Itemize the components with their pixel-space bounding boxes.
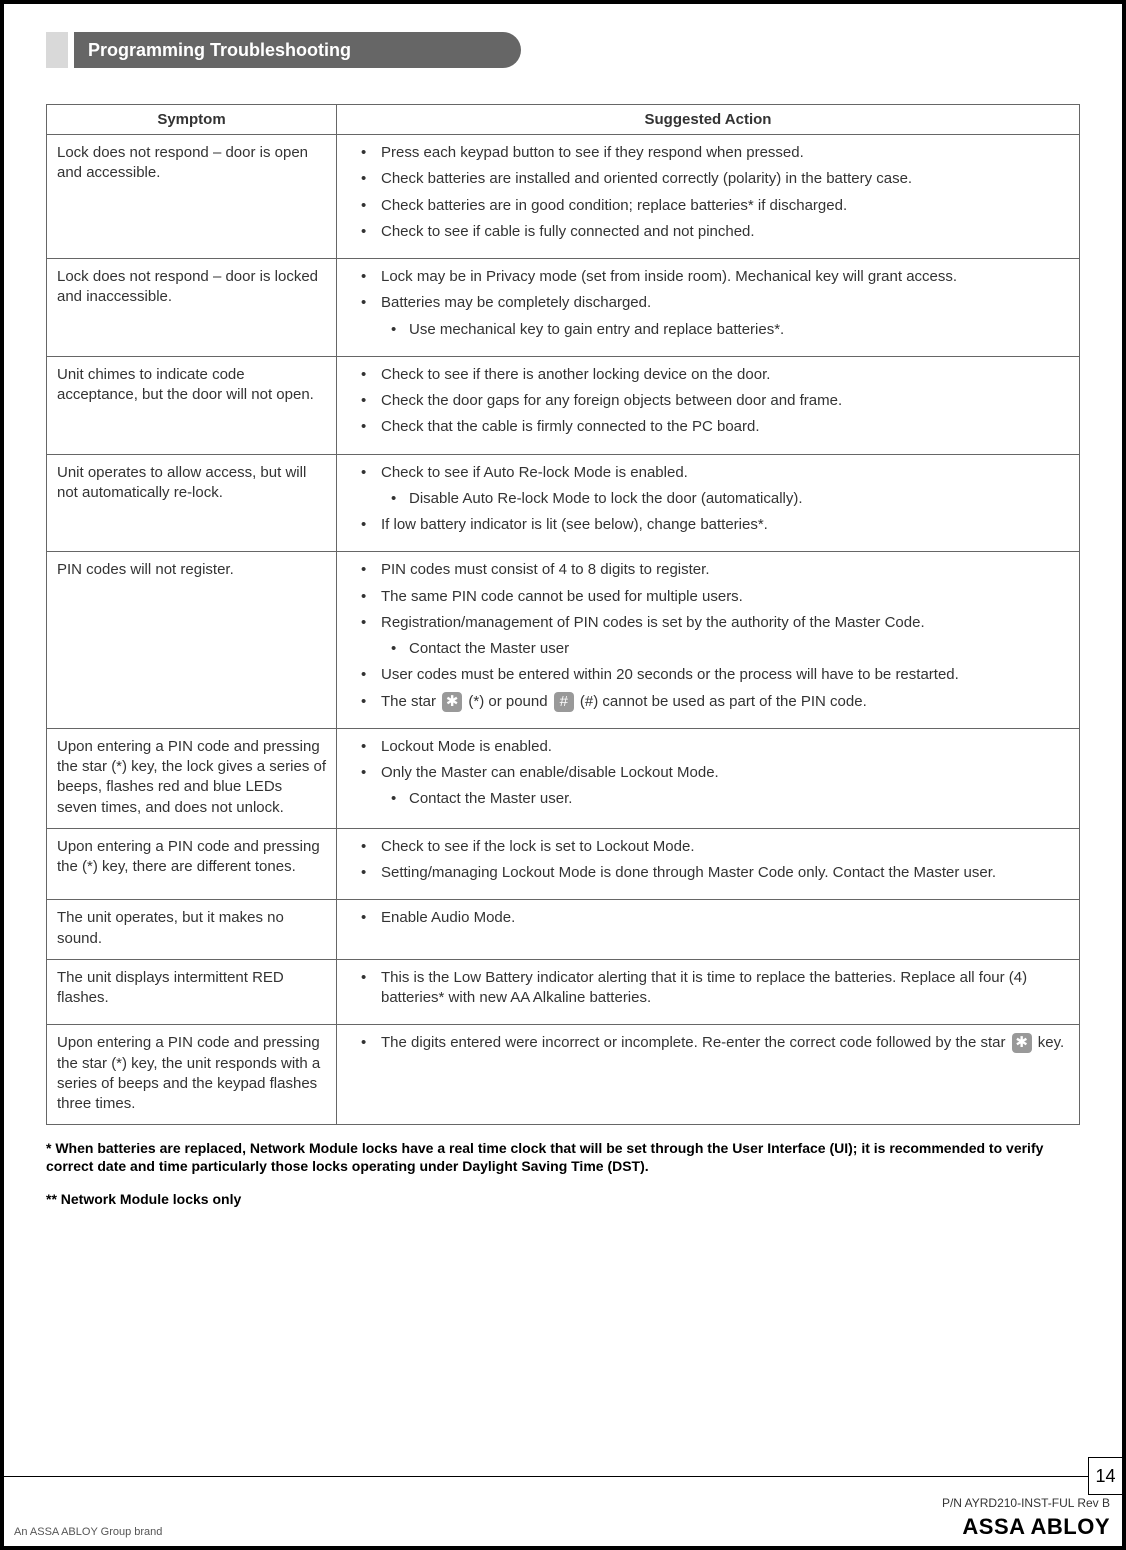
star-key-icon: ✱ (442, 692, 462, 712)
action-cell: Enable Audio Mode. (337, 900, 1080, 960)
section-header-tab (46, 32, 68, 68)
action-item: Lockout Mode is enabled. (347, 737, 1069, 757)
footer-brand: ASSA ABLOY (942, 1514, 1110, 1540)
footnotes: * When batteries are replaced, Network M… (46, 1139, 1080, 1208)
action-item: User codes must be entered within 20 sec… (347, 665, 1069, 685)
action-cell: Check to see if there is another locking… (337, 356, 1080, 454)
action-cell: Check to see if the lock is set to Locko… (337, 828, 1080, 900)
footnote-1: * When batteries are replaced, Network M… (46, 1139, 1080, 1175)
action-item: The digits entered were incorrect or inc… (347, 1033, 1069, 1053)
action-item: Disable Auto Re-lock Mode to lock the do… (347, 489, 1069, 509)
action-cell: The digits entered were incorrect or inc… (337, 1025, 1080, 1125)
footnote-2: ** Network Module locks only (46, 1190, 1080, 1208)
table-row: PIN codes will not register. PIN codes mu… (47, 552, 1080, 729)
table-row: Unit chimes to indicate code acceptance,… (47, 356, 1080, 454)
troubleshooting-table: Symptom Suggested Action Lock does not r… (46, 104, 1080, 1125)
action-item: Check that the cable is firmly connected… (347, 417, 1069, 437)
th-symptom: Symptom (47, 105, 337, 135)
symptom-cell: Upon entering a PIN code and pressing th… (47, 728, 337, 828)
action-item: Check the door gaps for any foreign obje… (347, 391, 1069, 411)
table-row: Lock does not respond – door is open and… (47, 135, 1080, 259)
symptom-cell: Unit operates to allow access, but will … (47, 454, 337, 552)
symptom-cell: The unit operates, but it makes no sound… (47, 900, 337, 960)
star-key-icon: ✱ (1012, 1033, 1032, 1053)
action-item: Setting/managing Lockout Mode is done th… (347, 863, 1069, 883)
action-item: If low battery indicator is lit (see bel… (347, 515, 1069, 535)
symptom-cell: PIN codes will not register. (47, 552, 337, 729)
symptom-cell: Upon entering a PIN code and pressing th… (47, 828, 337, 900)
pound-key-icon: # (554, 692, 574, 712)
action-item: Check to see if there is another locking… (347, 365, 1069, 385)
section-title: Programming Troubleshooting (74, 32, 521, 68)
action-item: Check to see if cable is fully connected… (347, 222, 1069, 242)
symptom-cell: The unit displays intermittent RED flash… (47, 959, 337, 1025)
footer-part-number: P/N AYRD210-INST-FUL Rev B (942, 1496, 1110, 1510)
action-cell: Press each keypad button to see if they … (337, 135, 1080, 259)
action-item: Contact the Master user (347, 639, 1069, 659)
action-item: Registration/management of PIN codes is … (347, 613, 1069, 633)
action-cell: PIN codes must consist of 4 to 8 digits … (337, 552, 1080, 729)
action-item: Check batteries are installed and orient… (347, 169, 1069, 189)
table-row: The unit displays intermittent RED flash… (47, 959, 1080, 1025)
action-item: Batteries may be completely discharged. (347, 293, 1069, 313)
action-item: Check to see if Auto Re-lock Mode is ena… (347, 463, 1069, 483)
symptom-cell: Lock does not respond – door is locked a… (47, 259, 337, 357)
footer-left-text: An ASSA ABLOY Group brand (14, 1526, 162, 1538)
action-item: Use mechanical key to gain entry and rep… (347, 320, 1069, 340)
table-row: Unit operates to allow access, but will … (47, 454, 1080, 552)
action-cell: This is the Low Battery indicator alerti… (337, 959, 1080, 1025)
action-item: Lock may be in Privacy mode (set from in… (347, 267, 1069, 287)
page-number: 14 (1088, 1457, 1126, 1495)
th-action: Suggested Action (337, 105, 1080, 135)
symptom-cell: Lock does not respond – door is open and… (47, 135, 337, 259)
action-item: Check to see if the lock is set to Locko… (347, 837, 1069, 857)
footer-right: P/N AYRD210-INST-FUL Rev B ASSA ABLOY (942, 1496, 1110, 1540)
action-item: Only the Master can enable/disable Locko… (347, 763, 1069, 783)
action-item: The same PIN code cannot be used for mul… (347, 587, 1069, 607)
symptom-cell: Unit chimes to indicate code acceptance,… (47, 356, 337, 454)
action-item: The star ✱ (*) or pound # (#) cannot be … (347, 692, 1069, 712)
action-cell: Check to see if Auto Re-lock Mode is ena… (337, 454, 1080, 552)
table-row: Upon entering a PIN code and pressing th… (47, 828, 1080, 900)
table-row: Lock does not respond – door is locked a… (47, 259, 1080, 357)
page-footer: 14 An ASSA ABLOY Group brand P/N AYRD210… (4, 1476, 1122, 1546)
action-item: Check batteries are in good condition; r… (347, 196, 1069, 216)
action-item: Enable Audio Mode. (347, 908, 1069, 928)
action-item: Contact the Master user. (347, 789, 1069, 809)
action-cell: Lock may be in Privacy mode (set from in… (337, 259, 1080, 357)
table-row: The unit operates, but it makes no sound… (47, 900, 1080, 960)
table-row: Upon entering a PIN code and pressing th… (47, 728, 1080, 828)
action-item: This is the Low Battery indicator alerti… (347, 968, 1069, 1009)
action-cell: Lockout Mode is enabled. Only the Master … (337, 728, 1080, 828)
table-row: Upon entering a PIN code and pressing th… (47, 1025, 1080, 1125)
symptom-cell: Upon entering a PIN code and pressing th… (47, 1025, 337, 1125)
action-item: PIN codes must consist of 4 to 8 digits … (347, 560, 1069, 580)
section-header: Programming Troubleshooting (46, 32, 1080, 68)
action-item: Press each keypad button to see if they … (347, 143, 1069, 163)
